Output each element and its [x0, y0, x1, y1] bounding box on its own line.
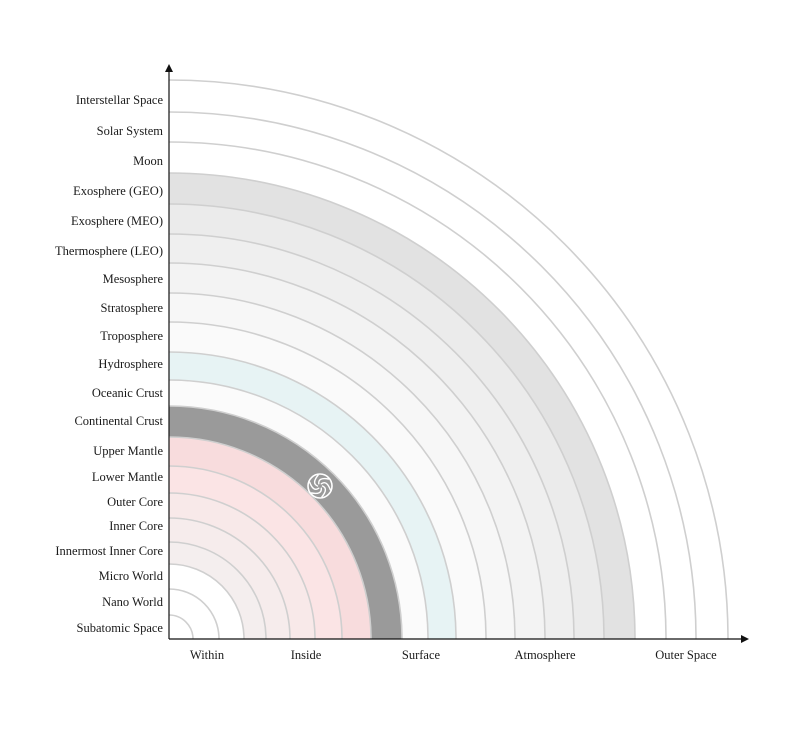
layer-label: Moon: [133, 154, 164, 168]
swirl-outline: [307, 473, 333, 499]
layer-boundary: [168, 405, 403, 640]
layer-boundary: [168, 436, 372, 640]
layer-label: Upper Mantle: [93, 444, 163, 458]
x-axis-label: Atmosphere: [514, 648, 576, 662]
layer-label: Subatomic Space: [77, 621, 164, 635]
swirl-stroke: [321, 485, 327, 498]
swirl-stroke: [320, 482, 331, 491]
layer-label: Hydrosphere: [98, 357, 163, 371]
swirl-stroke: [313, 474, 319, 487]
layer-label: Inner Core: [109, 519, 163, 533]
layer-label: Outer Core: [107, 495, 163, 509]
layer-boundary: [168, 172, 636, 640]
layer-label: Thermosphere (LEO): [55, 244, 163, 258]
layer-label: Interstellar Space: [76, 93, 164, 107]
x-axis-labels: Within Inside Surface Atmosphere Outer Space: [190, 648, 717, 662]
layer-boundary: [168, 292, 516, 640]
x-axis-label: Within: [190, 648, 225, 662]
layer-label: Lower Mantle: [92, 470, 164, 484]
layer-label: Innermost Inner Core: [55, 544, 163, 558]
layer-boundary: [168, 541, 267, 640]
layer-boundary: [168, 614, 194, 640]
layer-boundary: [168, 203, 605, 640]
layer-boundary: [168, 465, 343, 640]
layer-label: Exosphere (GEO): [73, 184, 163, 198]
swirl-stroke: [310, 487, 323, 495]
layer-label: Micro World: [99, 569, 164, 583]
layer-label: Oceanic Crust: [92, 386, 164, 400]
axes: [165, 64, 749, 643]
layer-boundary: [168, 351, 457, 640]
x-axis-label: Inside: [291, 648, 322, 662]
layer-label: Nano World: [102, 595, 164, 609]
layer-label: Stratosphere: [101, 301, 164, 315]
layer-boundary: [168, 111, 697, 640]
layer-boundary: [168, 233, 575, 640]
layer-label: Solar System: [97, 124, 164, 138]
x-axis-label: Surface: [402, 648, 441, 662]
layer-labels: Subatomic Space Nano World Micro World Inne…: [55, 93, 164, 635]
layer-boundary: [168, 379, 429, 640]
y-axis-arrow-icon: [165, 64, 173, 72]
layer-rings: [168, 79, 729, 640]
layer-label: Mesosphere: [103, 272, 164, 286]
layer-band: [169, 615, 193, 639]
swirl-stroke: [318, 477, 330, 485]
layer-boundary: [168, 517, 291, 640]
swirl-stroke: [309, 481, 320, 490]
x-axis-arrow-icon: [741, 635, 749, 643]
layer-boundary: [168, 588, 220, 640]
layer-label: Exosphere (MEO): [71, 214, 163, 228]
layer-boundary: [168, 262, 546, 640]
x-axis-label: Outer Space: [655, 648, 717, 662]
layer-label: Continental Crust: [74, 414, 163, 428]
layer-boundary: [168, 79, 729, 640]
layer-boundary: [168, 492, 316, 640]
layer-label: Troposphere: [100, 329, 163, 343]
layer-boundary: [168, 563, 245, 640]
layer-boundary: [168, 141, 667, 640]
spiral-swirl-icon: [307, 473, 333, 499]
layer-boundary: [168, 321, 487, 640]
